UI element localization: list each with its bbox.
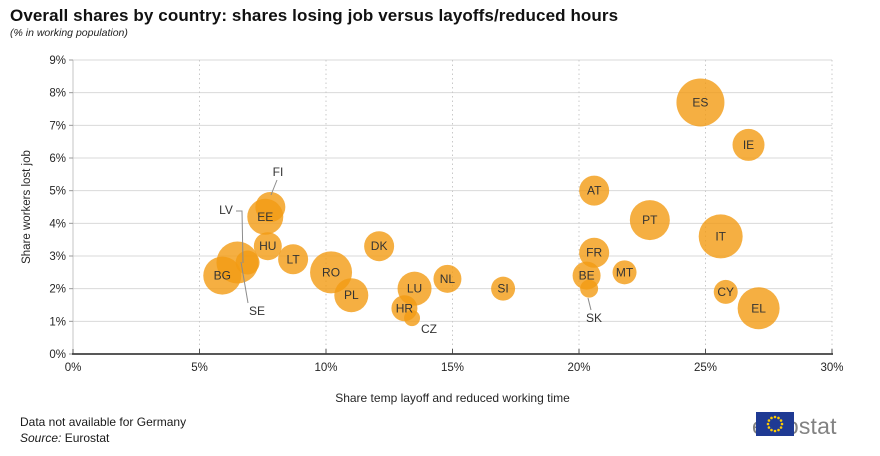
bubble-EL: [737, 287, 780, 330]
page-subtitle: (% in working population): [10, 27, 128, 39]
y-tick-label: 9%: [49, 55, 66, 67]
bubble-label-CZ: CZ: [421, 322, 437, 336]
eu-flag-star: [767, 426, 771, 429]
bubble-label-ES: ES: [692, 95, 708, 109]
bubble-PT: [629, 200, 670, 241]
bubble-label-EL: EL: [751, 301, 766, 315]
bubble-label-MT: MT: [616, 265, 634, 279]
y-axis-title: Share workers lost job: [21, 150, 33, 264]
bubble-MT: [612, 260, 637, 285]
source-label: Source:: [20, 431, 62, 445]
bubble-label-NL: NL: [440, 272, 456, 286]
x-tick-label: 30%: [820, 362, 843, 374]
x-tick-label: 15%: [441, 362, 464, 374]
bubble-label-HR: HR: [396, 301, 414, 315]
y-tick-label: 5%: [49, 186, 66, 198]
bubble-PL: [334, 278, 369, 313]
bubble-HR: [391, 295, 418, 322]
y-tick-label: 3%: [49, 251, 66, 263]
bubble-label-FI: FI: [273, 165, 284, 179]
bubble-BE: [572, 261, 601, 290]
y-tick-label: 8%: [49, 88, 66, 100]
bubble-label-HU: HU: [259, 239, 276, 253]
bubble-IE: [732, 128, 765, 161]
leader-line-SK: [587, 297, 592, 311]
bubble-HU: [253, 232, 282, 261]
bubble-label-CY: CY: [717, 285, 734, 299]
bubble-label-LV: LV: [219, 203, 233, 217]
eu-flag-bg: [756, 412, 794, 436]
bubble-label-PT: PT: [642, 213, 658, 227]
bubble-label-SE: SE: [249, 304, 265, 318]
bubble-EE: [247, 198, 284, 235]
x-tick-label: 5%: [191, 362, 208, 374]
y-tick-label: 1%: [49, 316, 66, 328]
y-tick-label: 0%: [49, 349, 66, 361]
bubble-label-FR: FR: [586, 246, 602, 260]
bubble-label-PL: PL: [344, 288, 359, 302]
leader-line-SE: [240, 261, 249, 304]
eu-flag-star: [773, 415, 777, 419]
eu-flag-star: [779, 419, 783, 422]
bubble-label-LT: LT: [287, 252, 301, 266]
bubble-AT: [579, 175, 610, 206]
bubble-label-BG: BG: [214, 269, 231, 283]
x-axis-title: Share temp layoff and reduced working ti…: [335, 391, 570, 405]
source-line: Source: Eurostat: [20, 431, 109, 445]
x-tick-label: 10%: [314, 362, 337, 374]
eu-flag-star: [767, 419, 771, 422]
eu-flag-star: [779, 426, 783, 429]
bubble-label-IE: IE: [743, 138, 754, 152]
eu-flag-star: [766, 422, 770, 426]
bubble-IT: [698, 214, 743, 259]
bubble-label-AT: AT: [587, 184, 602, 198]
footnote-germany: Data not available for Germany: [20, 415, 187, 429]
bubble-CY: [713, 279, 738, 304]
eu-flag-star: [777, 428, 780, 432]
bubble-SI: [491, 276, 516, 301]
bubble-LT: [278, 244, 309, 275]
leader-line-FI: [270, 179, 278, 196]
bubble-DK: [364, 231, 395, 262]
bubble-label-EE: EE: [257, 210, 273, 224]
eu-flag-icon: [756, 412, 794, 436]
bubble-label-LU: LU: [407, 282, 422, 296]
bubble-BG: [203, 256, 242, 295]
bubble-label-BE: BE: [579, 269, 595, 283]
leader-line-LV: [236, 210, 244, 264]
y-tick-label: 6%: [49, 153, 66, 165]
bubble-NL: [433, 264, 462, 293]
eu-flag-star: [777, 416, 780, 420]
bubble-label-DK: DK: [371, 239, 388, 253]
bubble-label-RO: RO: [322, 265, 340, 279]
x-tick-label: 20%: [567, 362, 590, 374]
source-value: Eurostat: [64, 431, 110, 445]
eu-flag-star: [773, 429, 777, 433]
x-tick-label: 0%: [65, 362, 82, 374]
bubble-FR: [579, 237, 610, 268]
page-title: Overall shares by country: shares losing…: [10, 6, 619, 25]
y-tick-label: 7%: [49, 120, 66, 132]
eurostat-logo: eurostat: [752, 412, 837, 440]
x-tick-label: 25%: [694, 362, 717, 374]
bubble-label-SI: SI: [497, 282, 508, 296]
y-tick-label: 4%: [49, 218, 66, 230]
bubble-label-IT: IT: [715, 229, 726, 243]
eu-flag-star: [770, 416, 773, 420]
eu-flag-star: [780, 422, 784, 426]
bubble-label-SK: SK: [586, 311, 602, 325]
y-tick-label: 2%: [49, 284, 66, 296]
eu-flag-star: [770, 428, 773, 432]
bubble-ES: [676, 78, 725, 127]
